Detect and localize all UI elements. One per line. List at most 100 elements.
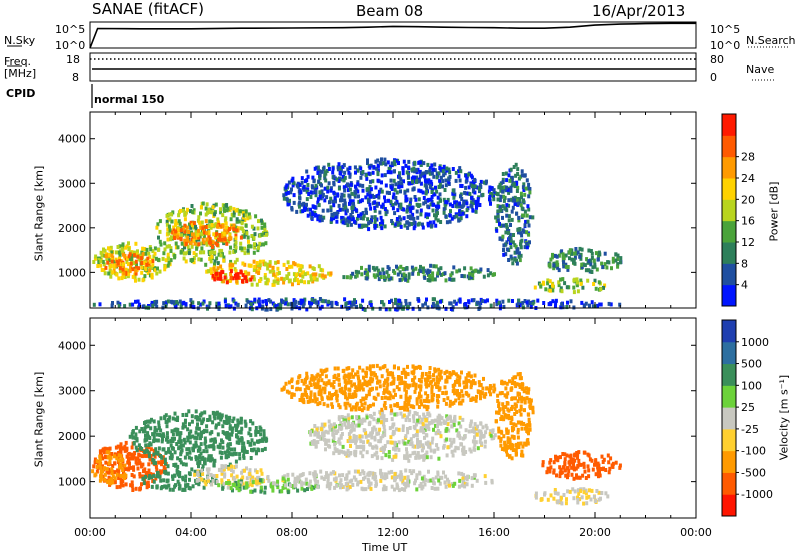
power-cell — [383, 207, 387, 211]
power-cell — [453, 299, 457, 304]
velocity-cell — [406, 455, 409, 459]
power-cell — [412, 166, 416, 171]
power-cell — [616, 253, 620, 258]
power-cell — [309, 207, 312, 212]
power-cell — [229, 272, 233, 276]
power-cell — [464, 173, 468, 178]
velocity-cell — [177, 486, 181, 491]
power-cell — [321, 299, 325, 304]
velocity-cell — [382, 484, 386, 489]
power-cell — [501, 189, 505, 194]
power-cell — [405, 220, 409, 225]
power-cell — [371, 170, 375, 175]
velocity-cell — [314, 480, 318, 485]
power-cell — [599, 287, 603, 292]
power-cell — [202, 240, 206, 245]
power-cell — [282, 280, 286, 285]
velocity-cell — [381, 434, 385, 439]
power-cell — [167, 260, 171, 265]
power-cell — [118, 266, 122, 271]
power-cell — [519, 191, 523, 196]
velocity-cell — [271, 481, 275, 486]
power-cell — [507, 214, 511, 219]
power-cell — [616, 262, 620, 267]
power-cell — [272, 272, 276, 277]
power-cell — [616, 257, 620, 261]
velocity-cell — [339, 421, 343, 425]
velocity-cell — [239, 417, 243, 422]
velocity-cell — [348, 439, 352, 444]
velocity-cell — [591, 467, 595, 472]
power-cell — [304, 187, 308, 192]
velocity-cell — [579, 489, 583, 493]
velocity-cell — [246, 440, 250, 445]
power-cell — [232, 227, 236, 232]
power-cell — [423, 275, 427, 280]
velocity-cell — [558, 474, 562, 479]
velocity-cell — [433, 486, 437, 491]
power-cell — [549, 257, 553, 262]
velocity-cell — [193, 472, 197, 477]
velocity-cell — [525, 429, 529, 433]
power-cell — [137, 305, 141, 310]
power-cell — [555, 260, 559, 265]
velocity-cell — [598, 467, 602, 471]
velocity-cell — [354, 453, 358, 458]
velocity-cell — [176, 464, 180, 469]
power-cell — [578, 246, 582, 251]
power-cell — [224, 273, 228, 278]
velocity-cell — [197, 482, 201, 487]
power-cell — [316, 165, 320, 170]
power-cell — [218, 248, 222, 253]
velocity-cell — [421, 484, 425, 489]
power-cell — [566, 300, 569, 305]
power-cell — [291, 183, 295, 188]
velocity-cell — [556, 500, 560, 505]
power-cell — [548, 279, 552, 284]
velocity-cell — [384, 453, 388, 458]
power-cell — [127, 272, 131, 277]
velocity-cell — [205, 429, 209, 434]
power-cell — [502, 252, 506, 257]
velocity-cell — [523, 408, 526, 413]
power-cell — [115, 272, 119, 277]
power-cell — [580, 262, 584, 267]
power-cell — [171, 210, 175, 215]
power-cell — [224, 221, 228, 226]
power-cell — [430, 195, 434, 199]
velocity-cell — [309, 430, 312, 435]
power-cell — [299, 209, 303, 214]
power-cell — [418, 307, 422, 312]
velocity-cell — [403, 475, 407, 480]
power-cell — [169, 212, 173, 217]
power-cell — [298, 204, 301, 209]
velocity-cell — [175, 470, 179, 475]
power-cell — [458, 201, 462, 206]
velocity-cell — [380, 407, 384, 412]
power-cell — [309, 277, 313, 282]
power-cell — [324, 178, 328, 183]
velocity-cell — [448, 437, 452, 442]
power-cell — [590, 300, 594, 305]
status-strips — [7, 21, 788, 108]
velocity-cell — [552, 470, 556, 475]
power-cell — [314, 272, 318, 277]
velocity-cell — [154, 461, 157, 466]
power-cell — [114, 263, 118, 268]
velocity-cell — [402, 413, 406, 418]
power-cell — [342, 217, 346, 222]
velocity-cell — [197, 455, 201, 460]
velocity-cell — [95, 465, 99, 469]
power-cell — [418, 160, 422, 165]
power-cell — [451, 305, 455, 310]
power-cell — [426, 305, 430, 310]
velocity-cell — [345, 417, 349, 422]
velocity-cell — [115, 472, 119, 477]
velocity-cell — [475, 478, 479, 483]
velocity-cell — [517, 382, 521, 387]
velocity-cell — [404, 390, 408, 394]
velocity-cell — [206, 478, 210, 483]
velocity-cell — [421, 422, 425, 427]
power-cell — [523, 192, 527, 197]
power-cell — [419, 264, 422, 269]
